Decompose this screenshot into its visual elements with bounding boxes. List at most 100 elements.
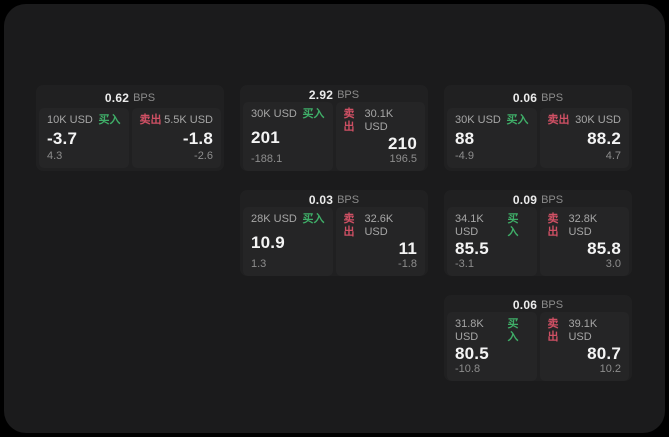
sell-price: -1.8 [182, 129, 213, 148]
buy-notional: 30K USD [251, 108, 297, 120]
quote-card: 0.06 BPS 31.8K USD 买入 80.5 -10.8 卖出 39.1… [444, 295, 632, 381]
tile-top: 10K USD 买入 [47, 114, 121, 127]
tile-top: 30K USD 买入 [455, 114, 529, 127]
buy-change: -10.8 [455, 363, 481, 375]
sell-tile[interactable]: 卖出 39.1K USD 80.7 10.2 [539, 312, 629, 381]
quote-card: 2.92 BPS 30K USD 买入 201 -188.1 卖出 30.1K … [240, 85, 428, 171]
sell-notional: 32.8K USD [568, 213, 598, 238]
card-body: 31.8K USD 买入 80.5 -10.8 卖出 39.1K USD 80.… [447, 312, 629, 381]
sell-label: 卖出 [343, 108, 355, 133]
bps-header: 2.92 BPS [243, 88, 425, 102]
sell-price: 88.2 [587, 129, 621, 148]
sell-price: 80.7 [587, 344, 621, 363]
bps-header: 0.03 BPS [243, 193, 425, 207]
buy-price: 88 [455, 129, 475, 148]
buy-change: -188.1 [251, 153, 283, 165]
sell-label: 卖出 [343, 213, 355, 238]
app-panel: 0.62 BPS 10K USD 买入 -3.7 4.3 卖出 5.5K USD [4, 4, 665, 433]
bps-value: 0.06 [512, 91, 538, 105]
sell-tile[interactable]: 卖出 30K USD 88.2 4.7 [539, 108, 629, 168]
tile-top: 卖出 30K USD [548, 114, 622, 127]
tile-top: 卖出 5.5K USD [140, 114, 214, 127]
buy-price: 85.5 [455, 239, 489, 258]
card-body: 28K USD 买入 10.9 1.3 卖出 32.6K USD 11 -1.8 [243, 207, 425, 276]
sell-notional: 30.1K USD [364, 108, 394, 133]
bps-unit: BPS [337, 89, 360, 101]
tile-top: 34.1K USD 买入 [455, 213, 529, 239]
buy-label: 买入 [302, 108, 325, 120]
buy-change: 1.3 [251, 258, 267, 270]
sell-label: 卖出 [547, 213, 559, 238]
buy-change: -4.9 [455, 150, 474, 162]
quote-card: 0.62 BPS 10K USD 买入 -3.7 4.3 卖出 5.5K USD [36, 85, 224, 171]
tile-top: 30K USD 买入 [251, 108, 325, 121]
sell-tile[interactable]: 卖出 5.5K USD -1.8 -2.6 [131, 108, 221, 168]
buy-tile[interactable]: 30K USD 买入 88 -4.9 [447, 108, 537, 168]
buy-label: 买入 [98, 114, 121, 126]
tile-top: 卖出 32.8K USD [548, 213, 622, 239]
sell-price: 11 [398, 239, 417, 258]
card-body: 30K USD 买入 88 -4.9 卖出 30K USD 88.2 4.7 [447, 108, 629, 168]
tile-top: 31.8K USD 买入 [455, 318, 529, 344]
buy-label: 买入 [507, 318, 519, 343]
quote-grid: 0.62 BPS 10K USD 买入 -3.7 4.3 卖出 5.5K USD [36, 85, 632, 381]
bps-unit: BPS [541, 92, 564, 104]
buy-label: 买入 [302, 213, 325, 225]
quote-card: 0.03 BPS 28K USD 买入 10.9 1.3 卖出 32.6K US… [240, 190, 428, 276]
card-body: 30K USD 买入 201 -188.1 卖出 30.1K USD 210 1… [243, 102, 425, 171]
sell-label: 卖出 [139, 114, 162, 126]
buy-price: 201 [251, 127, 280, 147]
buy-tile[interactable]: 31.8K USD 买入 80.5 -10.8 [447, 312, 537, 381]
sell-label: 卖出 [547, 318, 559, 343]
buy-notional: 34.1K USD [455, 213, 484, 238]
tile-top: 卖出 32.6K USD [344, 213, 418, 239]
buy-notional: 31.8K USD [455, 318, 484, 343]
bps-value: 0.09 [512, 193, 538, 207]
bps-header: 0.06 BPS [447, 298, 629, 312]
buy-notional: 28K USD [251, 213, 297, 225]
buy-price: -3.7 [47, 129, 78, 148]
tile-top: 卖出 30.1K USD [344, 108, 418, 134]
bps-header: 0.06 BPS [447, 88, 629, 108]
buy-label: 买入 [507, 213, 519, 238]
buy-change: -3.1 [455, 258, 474, 270]
buy-price: 10.9 [251, 232, 285, 252]
sell-tile[interactable]: 卖出 32.8K USD 85.8 3.0 [539, 207, 629, 276]
buy-tile[interactable]: 10K USD 买入 -3.7 4.3 [39, 108, 129, 168]
quote-card: 0.09 BPS 34.1K USD 买入 85.5 -3.1 卖出 32.8K… [444, 190, 632, 276]
sell-notional: 32.6K USD [364, 213, 394, 238]
buy-tile[interactable]: 28K USD 买入 10.9 1.3 [243, 207, 333, 276]
buy-tile[interactable]: 34.1K USD 买入 85.5 -3.1 [447, 207, 537, 276]
tile-top: 卖出 39.1K USD [548, 318, 622, 344]
card-body: 10K USD 买入 -3.7 4.3 卖出 5.5K USD -1.8 -2.… [39, 108, 221, 168]
bps-value: 0.62 [104, 91, 130, 105]
buy-change: 4.3 [47, 150, 63, 162]
sell-tile[interactable]: 卖出 30.1K USD 210 196.5 [335, 102, 425, 171]
buy-label: 买入 [506, 114, 529, 126]
buy-notional: 10K USD [47, 114, 93, 126]
buy-notional: 30K USD [455, 114, 501, 126]
tile-top: 28K USD 买入 [251, 213, 325, 226]
buy-price: 80.5 [455, 344, 489, 363]
sell-change: 196.5 [389, 153, 417, 165]
sell-notional: 30K USD [575, 114, 621, 126]
sell-tile[interactable]: 卖出 32.6K USD 11 -1.8 [335, 207, 425, 276]
buy-tile[interactable]: 30K USD 买入 201 -188.1 [243, 102, 333, 171]
bps-header: 0.62 BPS [39, 88, 221, 108]
quote-card: 0.06 BPS 30K USD 买入 88 -4.9 卖出 30K USD [444, 85, 632, 171]
sell-change: -2.6 [194, 150, 213, 162]
sell-change: 10.2 [599, 363, 621, 375]
sell-notional: 39.1K USD [568, 318, 598, 343]
sell-change: 4.7 [605, 150, 621, 162]
bps-value: 2.92 [308, 88, 334, 102]
sell-notional: 5.5K USD [164, 114, 213, 126]
bps-value: 0.03 [308, 193, 334, 207]
bps-unit: BPS [133, 92, 156, 104]
bps-unit: BPS [337, 194, 360, 206]
sell-change: -1.8 [398, 258, 417, 270]
bps-unit: BPS [541, 194, 564, 206]
bps-header: 0.09 BPS [447, 193, 629, 207]
sell-price: 210 [388, 134, 417, 153]
sell-price: 85.8 [587, 239, 621, 258]
bps-value: 0.06 [512, 298, 538, 312]
